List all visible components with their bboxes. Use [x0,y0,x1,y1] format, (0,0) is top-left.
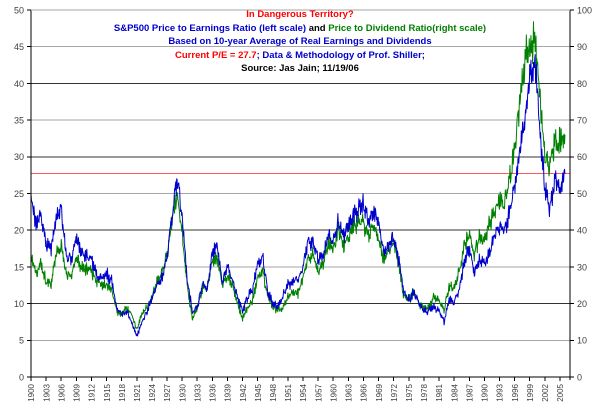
x-tick-label: 1954 [299,383,308,401]
x-tick-label: 1930 [178,383,187,401]
y-axis-left-labels: 0 5 10 15 20 25 30 35 40 45 50 [14,5,31,382]
x-tick-label: 1912 [88,383,97,401]
x-tick-label: 1972 [390,383,399,401]
x-tick-label: 1939 [224,383,233,401]
x-tick-label: 1927 [163,383,172,401]
x-tick-label: 1999 [526,383,535,401]
x-tick-label: 1996 [511,383,520,401]
y-tick-label-right: 30 [577,262,587,272]
y-tick-label-right: 60 [577,152,587,162]
x-tick-label: 2005 [556,383,565,401]
x-tick-label: 1990 [481,383,490,401]
x-tick-label: 1915 [103,383,112,401]
x-tick-label: 1984 [450,383,459,401]
y-tick-label-right: 80 [577,79,587,89]
x-tick-label: 1975 [405,383,414,401]
y-tick-label-right: 10 [577,336,587,346]
y-tick-label-left: 15 [14,262,24,272]
x-tick-label: 1933 [193,383,202,401]
y-tick-label-right: 40 [577,226,587,236]
y-tick-label-left: 25 [14,189,24,199]
y-tick-label-left: 45 [14,42,24,52]
x-tick-label: 1987 [465,383,474,401]
y-tick-label-right: 20 [577,299,587,309]
series-price-to-dividend-ratio [30,21,566,329]
x-tick-label: 1963 [345,383,354,401]
x-tick-label: 1921 [133,383,142,401]
x-tick-label: 1969 [375,383,384,401]
y-tick-label-left: 35 [14,116,24,126]
x-tick-label: 1957 [314,383,323,401]
y-tick-label-left: 5 [19,336,24,346]
y-tick-label-left: 50 [14,5,24,15]
y-tick-label-left: 0 [19,372,24,382]
y-axis-right-labels: 0 10 20 30 40 50 60 70 80 90 100 [570,5,592,382]
x-tick-label: 1909 [73,383,82,401]
y-tick-label-right: 100 [577,5,592,15]
x-tick-label: 1951 [284,383,293,401]
series-price-to-earnings-ratio [30,54,566,337]
x-tick-label: 1906 [57,383,66,401]
x-tick-label: 1942 [239,383,248,401]
x-tick-label: 1936 [209,383,218,401]
x-tick-label: 1978 [420,383,429,401]
x-tick-label: 2002 [541,383,550,401]
y-tick-label-right: 0 [577,372,582,382]
y-tick-label-right: 70 [577,116,587,126]
x-tick-label: 1948 [269,383,278,401]
x-tick-label: 1918 [118,383,127,401]
x-tick-label: 1903 [42,383,51,401]
x-tick-label: 1945 [254,383,263,401]
y-tick-label-right: 90 [577,42,587,52]
x-tick-label: 1981 [435,383,444,401]
y-tick-label-left: 40 [14,79,24,89]
y-tick-label-right: 50 [577,189,587,199]
y-tick-label-left: 30 [14,152,24,162]
y-tick-label-left: 20 [14,226,24,236]
x-tick-label: 1960 [329,383,338,401]
x-tick-label: 1900 [27,383,36,401]
x-tick-label: 1993 [496,383,505,401]
x-tick-label: 1966 [360,383,369,401]
x-tick-label: 1924 [148,383,157,401]
y-tick-label-left: 10 [14,299,24,309]
x-axis-labels: 1900 1903 1906 1909 1912 1915 1918 1921 1924 1927… [27,377,565,402]
